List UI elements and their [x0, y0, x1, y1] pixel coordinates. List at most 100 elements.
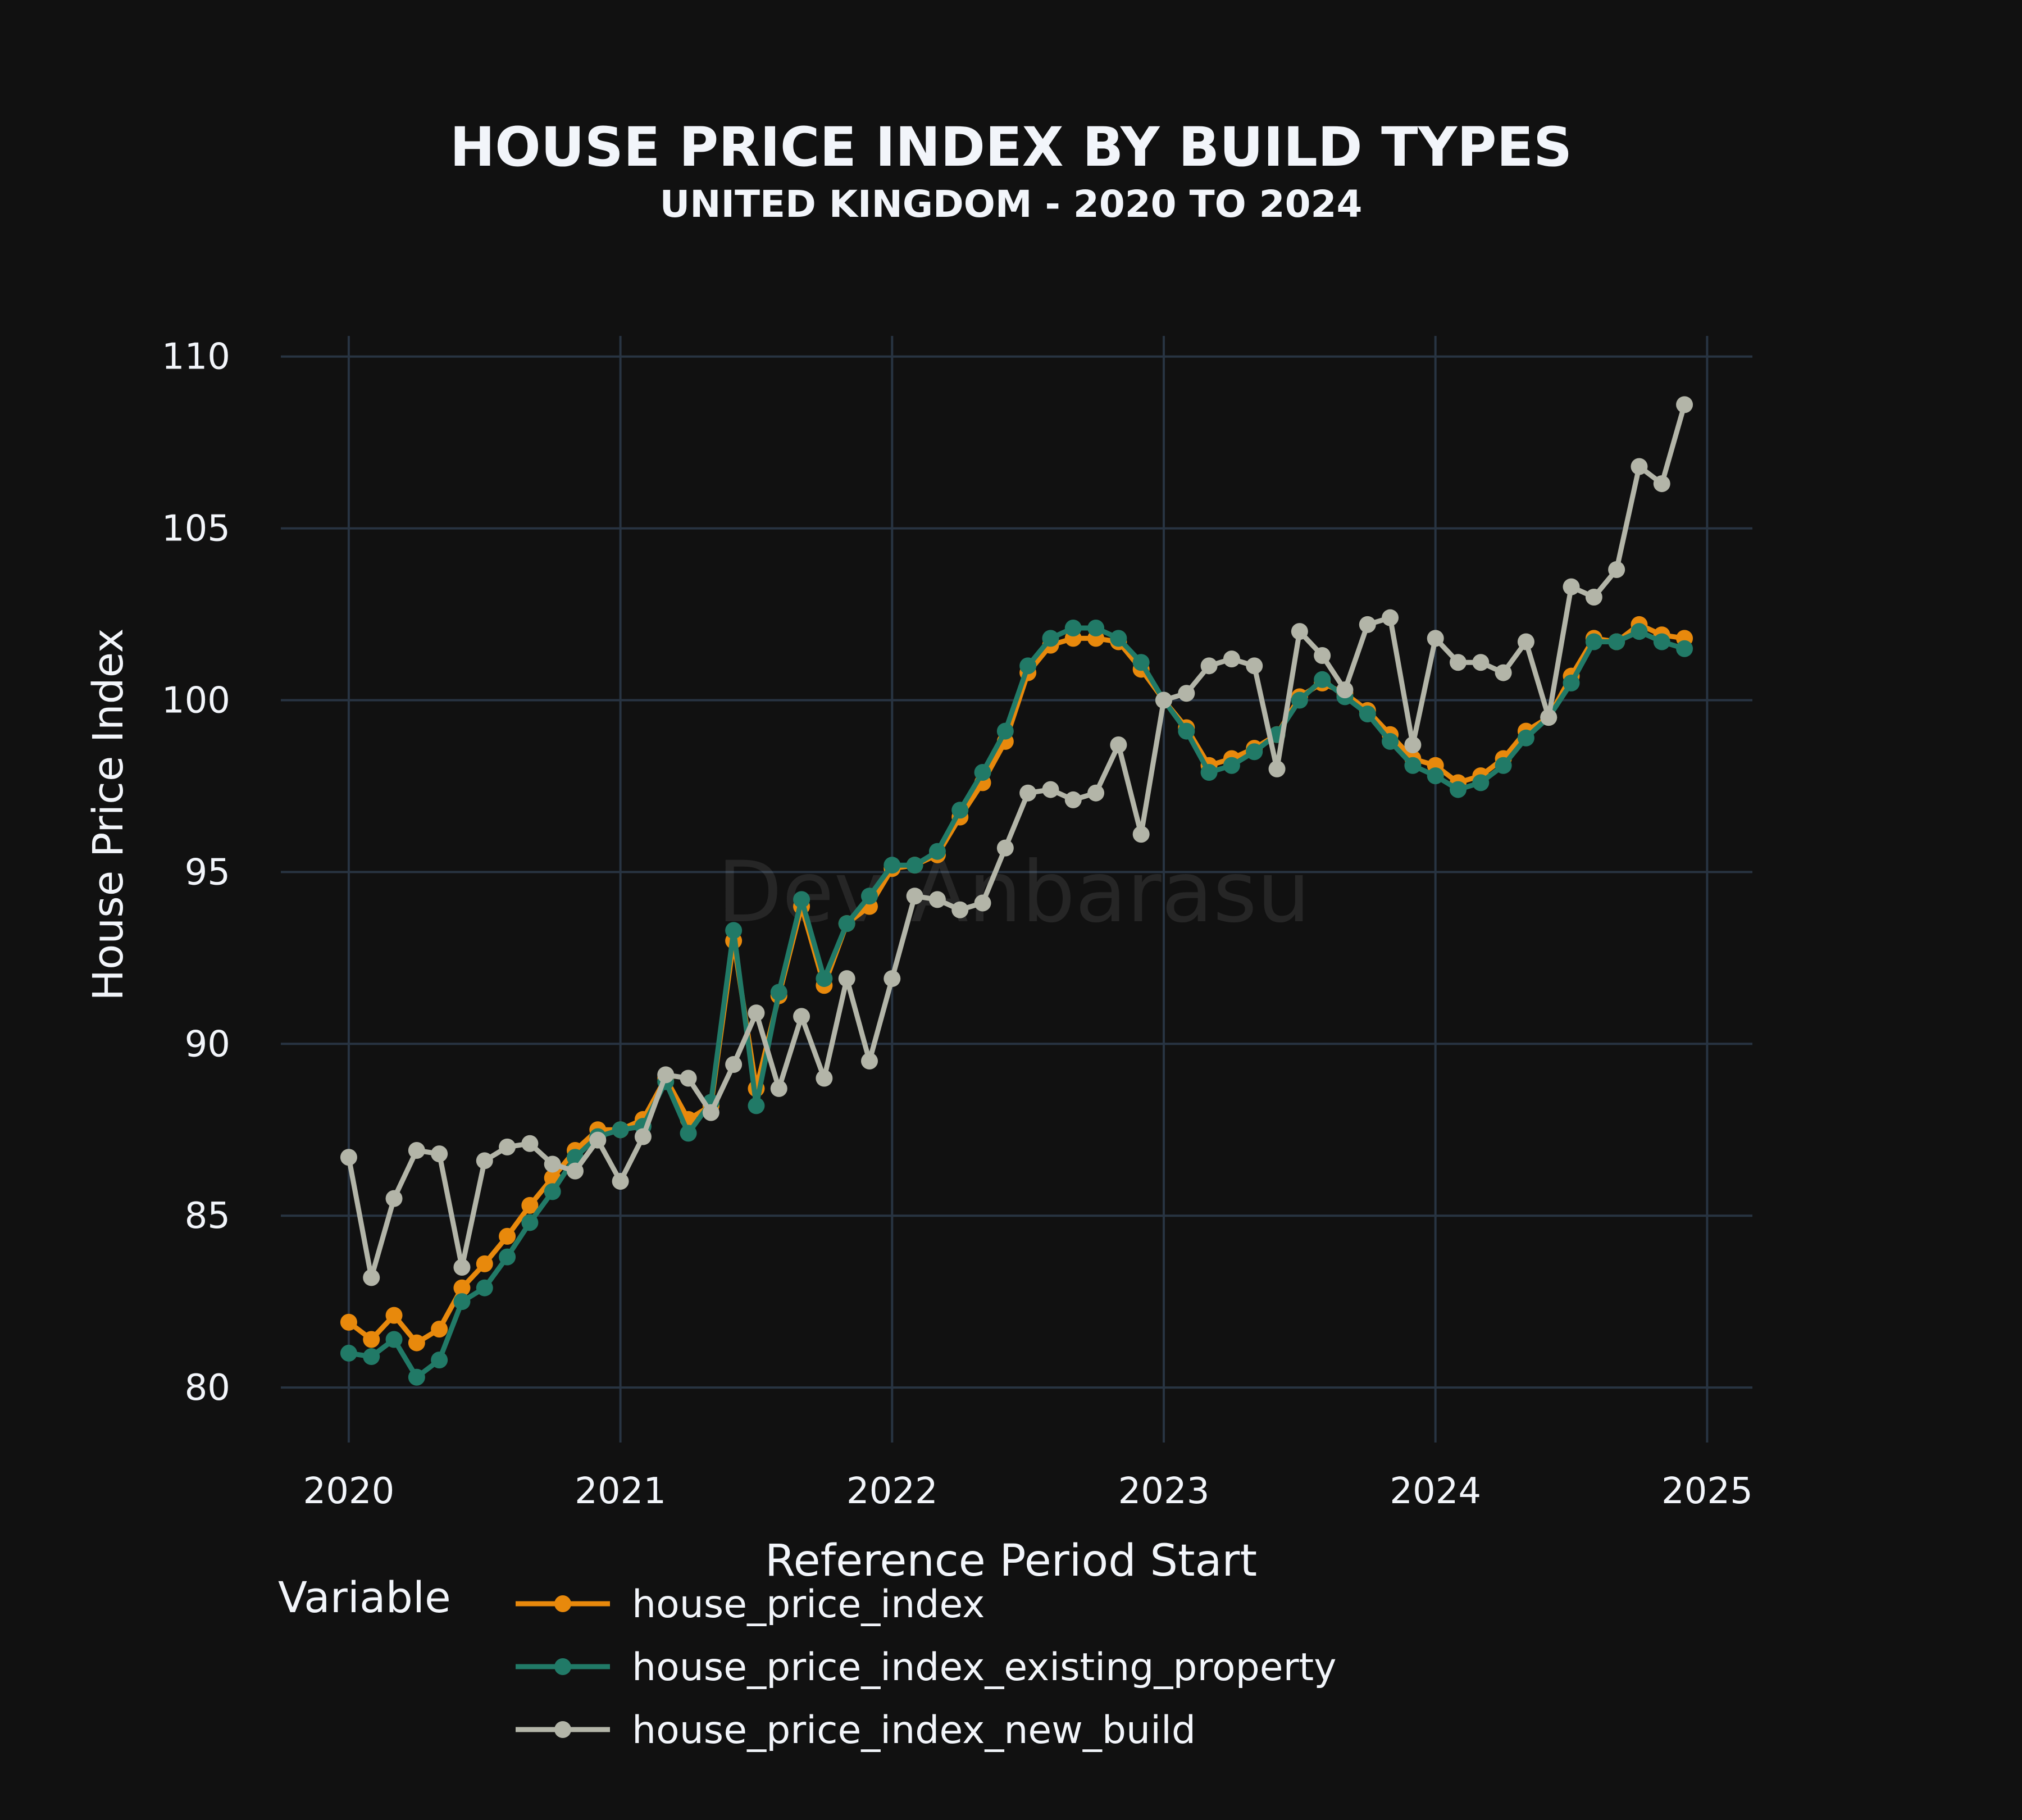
- series-house_price_index_existing_property: [340, 620, 1693, 1386]
- data-point: [861, 1052, 878, 1070]
- data-point: [884, 857, 901, 874]
- data-point: [1359, 616, 1376, 633]
- data-point: [385, 1307, 403, 1324]
- legend-label: house_price_index_new_build: [632, 1708, 1196, 1753]
- data-point: [1291, 691, 1308, 709]
- data-point: [928, 891, 946, 908]
- data-point: [340, 1313, 357, 1331]
- data-point: [340, 1344, 357, 1362]
- data-point: [1132, 654, 1150, 671]
- data-point: [1359, 705, 1376, 722]
- data-point: [1223, 757, 1240, 774]
- data-point: [431, 1145, 448, 1163]
- data-point: [340, 1149, 357, 1166]
- data-point: [521, 1135, 539, 1152]
- data-point: [499, 1138, 516, 1155]
- data-point: [431, 1321, 448, 1338]
- data-point: [1019, 657, 1037, 675]
- series-house_price_index: [340, 616, 1693, 1352]
- legend-label: house_price_index_existing_property: [632, 1645, 1336, 1690]
- data-point: [1495, 664, 1512, 681]
- data-point: [1155, 691, 1172, 709]
- data-point: [499, 1248, 516, 1266]
- data-point: [1314, 647, 1331, 664]
- data-point: [1450, 654, 1467, 671]
- data-point: [906, 857, 923, 874]
- data-point: [1087, 784, 1105, 802]
- x-axis-label: Reference Period Start: [765, 1536, 1257, 1586]
- data-point: [567, 1162, 584, 1180]
- data-point: [702, 1104, 719, 1121]
- data-point: [1517, 633, 1534, 650]
- data-point: [951, 901, 969, 918]
- data-point: [1585, 588, 1602, 606]
- series-line: [347, 622, 1685, 1346]
- data-point: [996, 839, 1014, 857]
- data-point: [408, 1368, 425, 1386]
- data-point: [1427, 630, 1444, 647]
- data-point: [1246, 657, 1263, 675]
- data-point: [431, 1352, 448, 1369]
- data-point: [499, 1227, 516, 1245]
- x-tick-label: 2021: [575, 1471, 666, 1512]
- data-point: [1450, 781, 1467, 798]
- legend-label: house_price_index: [632, 1582, 985, 1627]
- legend-item: house_price_index_new_build: [516, 1708, 1196, 1753]
- data-point: [748, 1004, 765, 1022]
- data-point: [1382, 732, 1399, 750]
- data-point: [1200, 657, 1218, 675]
- series-line: [346, 404, 1687, 1280]
- data-point: [1427, 767, 1444, 785]
- data-point: [996, 722, 1014, 740]
- data-point: [816, 970, 833, 988]
- data-point: [1336, 681, 1354, 699]
- y-tick-label: 110: [162, 336, 230, 378]
- data-point: [793, 1008, 810, 1025]
- chart-subtitle: UNITED KINGDOM - 2020 TO 2024: [659, 183, 1363, 226]
- legend-title: Variable: [278, 1572, 451, 1622]
- data-point: [1585, 633, 1602, 650]
- y-tick-label: 80: [185, 1367, 230, 1409]
- data-point: [408, 1141, 425, 1159]
- data-point: [725, 922, 743, 939]
- data-point: [544, 1183, 561, 1200]
- chart-title: HOUSE PRICE INDEX BY BUILD TYPES: [449, 116, 1573, 179]
- legend-swatch-marker: [554, 1721, 571, 1738]
- data-point: [1495, 757, 1512, 774]
- data-point: [1382, 609, 1399, 626]
- y-tick-label: 100: [162, 680, 230, 722]
- data-point: [838, 970, 855, 988]
- y-axis-label: House Price Index: [84, 628, 133, 1000]
- data-point: [657, 1066, 675, 1084]
- data-point: [612, 1121, 629, 1139]
- data-point: [385, 1331, 403, 1348]
- data-point: [1200, 763, 1218, 781]
- series-line: [348, 625, 1686, 1380]
- data-point: [612, 1173, 629, 1190]
- data-point: [974, 763, 991, 781]
- data-point: [680, 1070, 697, 1087]
- data-point: [884, 970, 901, 988]
- data-point: [363, 1331, 380, 1348]
- x-tick-label: 2023: [1118, 1471, 1210, 1512]
- legend: Variable house_price_index house_price_in…: [278, 1572, 1336, 1753]
- data-point: [589, 1131, 607, 1149]
- data-point: [634, 1128, 652, 1145]
- data-point: [1064, 620, 1082, 637]
- data-point: [1608, 633, 1625, 650]
- data-point: [793, 891, 810, 908]
- legend-item: house_price_index: [516, 1582, 985, 1627]
- x-tick-label: 2024: [1390, 1471, 1481, 1512]
- x-tick-label: 2022: [846, 1471, 938, 1512]
- data-point: [1087, 620, 1105, 637]
- data-point: [725, 1056, 743, 1073]
- data-point: [1178, 722, 1195, 740]
- data-point: [1404, 736, 1422, 754]
- y-tick-label: 85: [185, 1195, 230, 1237]
- data-point: [1064, 791, 1082, 808]
- data-point: [453, 1293, 471, 1311]
- data-point: [1042, 781, 1059, 798]
- data-point: [1042, 630, 1059, 647]
- x-tick-label: 2025: [1661, 1471, 1753, 1512]
